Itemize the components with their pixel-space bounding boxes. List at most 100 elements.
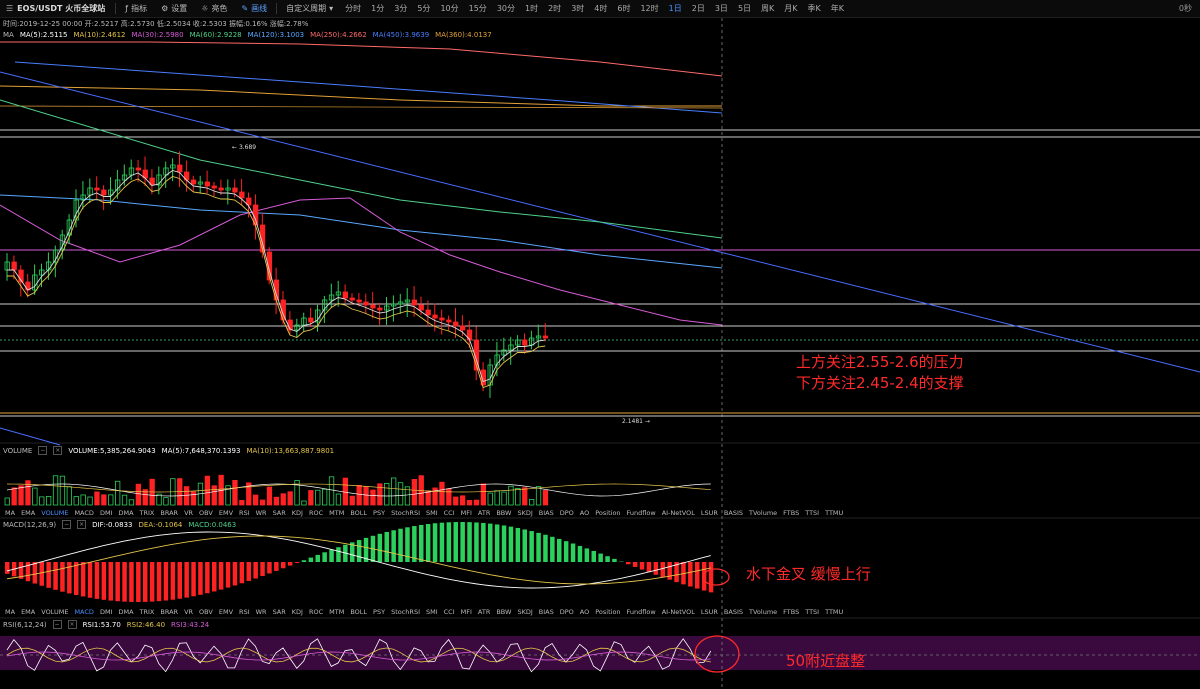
indicator-tab[interactable]: BRAR [160,608,179,616]
close-icon[interactable]: × [67,620,77,629]
indicator-tab[interactable]: TVolume [749,509,778,517]
interval-tab[interactable]: 月K [784,4,798,13]
indicator-tab[interactable]: MACD [74,608,94,616]
interval-tab[interactable]: 5日 [737,4,752,13]
indicator-tab[interactable]: KDJ [291,509,303,517]
custom-period-dropdown[interactable]: 自定义周期 ▾ [279,3,340,14]
interval-tab[interactable]: 3分 [394,4,408,13]
collapse-icon[interactable]: − [38,446,48,455]
indicator-tab[interactable]: TTMU [825,608,844,616]
interval-tab[interactable]: 3日 [714,4,728,13]
indicator-tab[interactable]: TRIX [139,509,155,517]
indicator-tab[interactable]: BIAS [538,608,554,616]
indicator-tab[interactable]: Position [595,608,621,616]
indicator-tab[interactable]: RSI [239,509,250,517]
indicator-tab[interactable]: VR [184,608,194,616]
indicator-tab[interactable]: SAR [272,509,286,517]
interval-tab[interactable]: 2时 [548,4,562,13]
indicator-tab[interactable]: MTM [329,608,345,616]
indicator-tab[interactable]: SAR [272,608,286,616]
indicator-tab[interactable]: VOLUME [41,509,69,517]
interval-tab[interactable]: 季K [807,4,821,13]
indicator-tab[interactable]: BOLL [350,509,368,517]
indicator-tab[interactable]: DMI [99,608,113,616]
indicator-tab[interactable]: Fundflow [626,608,656,616]
interval-tab[interactable]: 15分 [468,4,487,13]
indicator-tab[interactable]: OBV [199,608,213,616]
indicator-tab[interactable]: KDJ [291,608,303,616]
close-icon[interactable]: × [77,520,87,529]
indicator-tab[interactable]: VOLUME [41,608,69,616]
interval-tab[interactable]: 1分 [371,4,385,13]
indicator-tab[interactable]: BRAR [160,509,179,517]
indicator-tab[interactable]: DMI [99,509,113,517]
indicator-tab[interactable]: MFI [460,509,472,517]
indicator-tab[interactable]: WR [255,509,267,517]
interval-tab[interactable]: 年K [830,4,845,13]
interval-tab[interactable]: 10分 [440,4,459,13]
indicator-tab[interactable]: MA [5,608,16,616]
collapse-icon[interactable]: − [52,620,62,629]
interval-tab[interactable]: 分时 [345,4,362,13]
settings-button[interactable]: ⚙ 设置 [154,3,194,14]
indicator-tab[interactable]: PSY [373,509,386,517]
indicator-tab[interactable]: DMA [118,509,134,517]
indicator-tab[interactable]: FTBS [783,509,800,517]
symbol-selector[interactable]: ☰ EOS/USDT 火币全球站 [0,3,113,14]
indicator-tab[interactable]: ATR [477,608,491,616]
indicator-tab[interactable]: BOLL [350,608,368,616]
indicator-tab[interactable]: BBW [496,509,512,517]
indicator-button[interactable]: ƒ 指标 [118,3,154,14]
indicator-tab[interactable]: TTMU [825,509,844,517]
collapse-icon[interactable]: − [62,520,72,529]
interval-tab[interactable]: 1日 [668,4,682,13]
indicator-tab[interactable]: EMA [21,608,36,616]
theme-button[interactable]: ☼ 亮色 [194,3,234,14]
interval-tab[interactable]: 4时 [594,4,608,13]
indicator-tab[interactable]: TTSI [805,509,820,517]
indicator-tab[interactable]: LSUR [700,509,718,517]
indicator-tab[interactable]: RSI [239,608,250,616]
indicator-tab[interactable]: TTSI [805,608,820,616]
indicator-tab[interactable]: TRIX [139,608,155,616]
indicator-tab[interactable]: ROC [308,608,324,616]
indicator-tab[interactable]: DPO [559,608,574,616]
indicator-tab[interactable]: MACD [74,509,94,517]
interval-tab[interactable]: 3时 [571,4,585,13]
interval-tab[interactable]: 5分 [417,4,431,13]
indicator-tab[interactable]: BASIS [723,608,743,616]
indicator-tab[interactable]: ROC [308,509,324,517]
indicator-tab[interactable]: EMV [218,509,234,517]
indicator-tab[interactable]: TVolume [749,608,778,616]
indicator-tab[interactable]: CCI [443,509,455,517]
indicator-tab[interactable]: MA [5,509,16,517]
interval-tab[interactable]: 2日 [691,4,705,13]
indicator-tab[interactable]: EMV [218,608,234,616]
indicator-tab[interactable]: AO [579,509,590,517]
indicator-tab[interactable]: AI-NetVOL [661,509,695,517]
indicator-tab[interactable]: SMI [425,509,438,517]
indicator-tab[interactable]: StochRSI [391,509,420,517]
interval-tab[interactable]: 周K [761,4,775,13]
indicator-tab[interactable]: AI-NetVOL [661,608,695,616]
indicator-tab[interactable]: CCI [443,608,455,616]
indicator-tab[interactable]: BIAS [538,509,554,517]
indicator-tab[interactable]: BBW [496,608,512,616]
indicator-tab[interactable]: Position [595,509,621,517]
indicator-tab[interactable]: DPO [559,509,574,517]
indicator-tab[interactable]: WR [255,608,267,616]
indicator-tab[interactable]: SKDJ [517,509,533,517]
draw-button[interactable]: ✎ 画线 [234,3,274,14]
indicator-tab[interactable]: EMA [21,509,36,517]
indicator-tab[interactable]: Fundflow [626,509,656,517]
indicator-tab[interactable]: SKDJ [517,608,533,616]
indicator-tab[interactable]: FTBS [783,608,800,616]
indicator-tab[interactable]: MFI [460,608,472,616]
indicator-tab[interactable]: DMA [118,608,134,616]
interval-tab[interactable]: 12时 [640,4,659,13]
indicator-tab[interactable]: OBV [199,509,213,517]
indicator-tab[interactable]: StochRSI [391,608,420,616]
interval-tab[interactable]: 1时 [525,4,539,13]
indicator-tab[interactable]: MTM [329,509,345,517]
